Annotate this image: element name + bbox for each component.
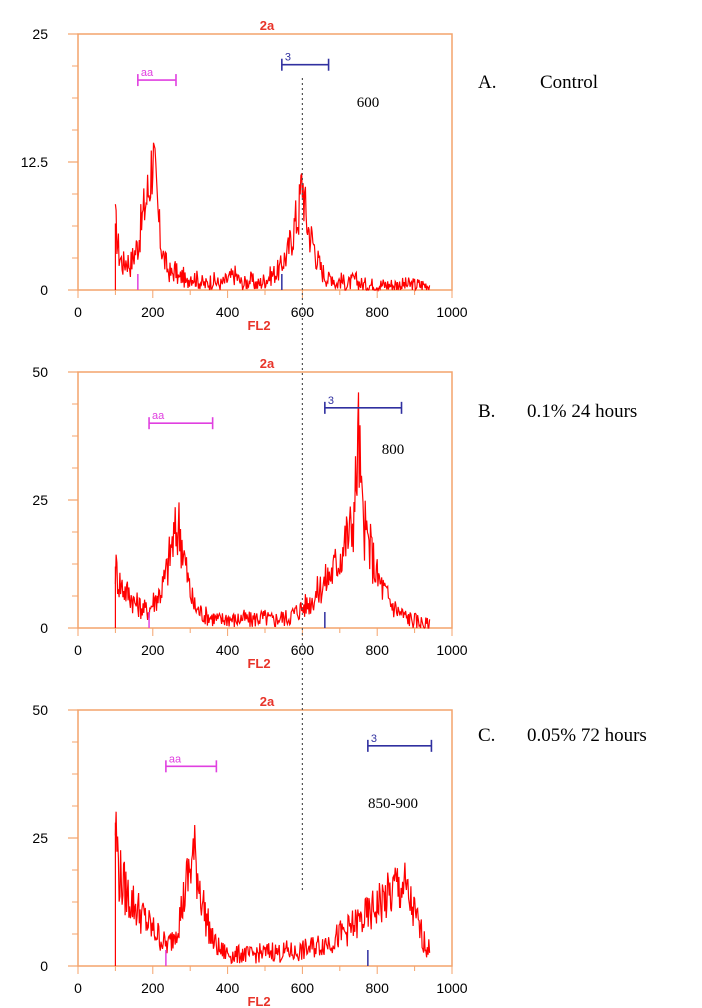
gate-label: aa	[141, 67, 154, 79]
panel-title: 2a	[260, 18, 275, 33]
x-tick-label: 600	[291, 980, 315, 996]
y-tick-label: 0	[40, 620, 48, 636]
y-tick-label: 0	[40, 958, 48, 974]
x-tick-label: 600	[291, 304, 315, 320]
plot-frame	[77, 371, 453, 629]
y-tick-label: 50	[32, 364, 48, 380]
panel-condition-label: 0.05% 72 hours	[527, 725, 647, 746]
panel-letter: B.	[478, 401, 495, 422]
x-tick-label: 800	[366, 980, 390, 996]
x-axis-label: FL2	[247, 656, 270, 671]
x-tick-label: 1000	[436, 304, 467, 320]
plot-frame	[77, 709, 453, 967]
panel-title: 2a	[260, 356, 275, 371]
x-tick-label: 200	[141, 304, 165, 320]
y-tick-label: 25	[32, 26, 48, 42]
x-axis-label: FL2	[247, 994, 270, 1008]
x-tick-label: 1000	[436, 642, 467, 658]
x-tick-label: 400	[216, 980, 240, 996]
x-tick-label: 200	[141, 980, 165, 996]
gate-label: 3	[371, 733, 377, 745]
x-tick-label: 800	[366, 304, 390, 320]
peak-note: 850-900	[368, 796, 418, 812]
y-tick-label: 50	[32, 702, 48, 718]
x-tick-label: 400	[216, 304, 240, 320]
y-tick-label: 0	[40, 282, 48, 298]
panel-letter: A.	[478, 72, 496, 93]
x-tick-label: 400	[216, 642, 240, 658]
y-tick-label: 25	[32, 830, 48, 846]
x-tick-label: 1000	[436, 980, 467, 996]
x-tick-label: 0	[74, 642, 82, 658]
series-line	[114, 142, 431, 292]
peak-note: 800	[382, 442, 405, 458]
x-tick-label: 200	[141, 642, 165, 658]
gate-label: 3	[285, 52, 291, 64]
panel-title: 2a	[260, 694, 275, 709]
panel-letter: C.	[478, 725, 495, 746]
plot-frame	[77, 33, 453, 291]
panel-condition-label: Control	[540, 72, 598, 93]
series-line	[114, 392, 431, 629]
peak-note: 600	[357, 95, 380, 111]
x-tick-label: 0	[74, 980, 82, 996]
panel-condition-label: 0.1% 24 hours	[527, 401, 637, 422]
series-line	[114, 811, 431, 965]
chart-panel-a: 2a 0 12.5 25 0 200 400 600 800 1000 FL2 aa 3 600 A. Con…	[21, 18, 598, 333]
x-tick-label: 0	[74, 304, 82, 320]
y-tick-label: 12.5	[21, 154, 48, 170]
gate-label: aa	[152, 410, 165, 422]
gate-label: 3	[328, 395, 334, 407]
y-tick-label: 25	[32, 492, 48, 508]
x-tick-label: 800	[366, 642, 390, 658]
gate-label: aa	[169, 753, 182, 765]
x-axis-label: FL2	[247, 318, 270, 333]
chart-panel-c: 2a 0 25 50 0 200 400 600 800 1000 FL2 aa 3 850-900 C. 0…	[32, 694, 646, 1008]
